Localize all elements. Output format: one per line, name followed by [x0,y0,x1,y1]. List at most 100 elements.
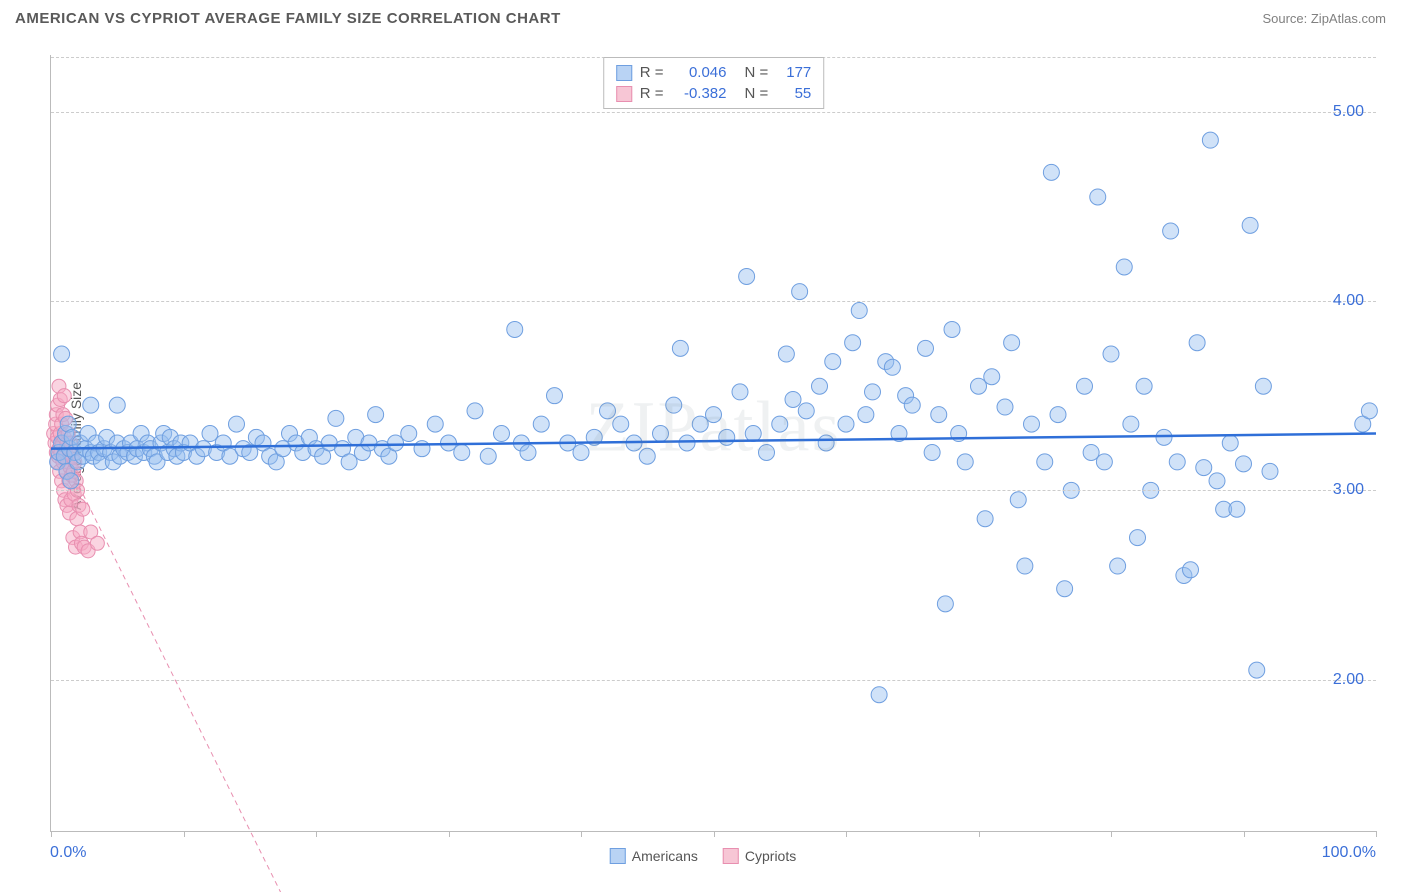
americans-point [202,426,218,442]
americans-point [1050,407,1066,423]
x-tick [1376,831,1377,837]
americans-point [1361,403,1377,419]
x-tick [184,831,185,837]
x-tick [1111,831,1112,837]
americans-point [692,416,708,432]
americans-point [1037,454,1053,470]
americans-point [1242,217,1258,233]
americans-point [732,384,748,400]
americans-point [414,441,430,457]
americans-point [1083,444,1099,460]
americans-point [871,687,887,703]
americans-point [666,397,682,413]
americans-point [679,435,695,451]
cypriots-point [57,389,71,403]
legend-item: Cypriots [723,848,796,864]
americans-point [1262,463,1278,479]
americans-point [368,407,384,423]
americans-point [937,596,953,612]
americans-point [825,354,841,370]
americans-point [1130,530,1146,546]
scatter-plot-svg [51,55,1376,831]
americans-point [1222,435,1238,451]
americans-point [904,397,920,413]
americans-point [1189,335,1205,351]
x-tick [846,831,847,837]
americans-point [812,378,828,394]
americans-point [388,435,404,451]
n-value: 177 [776,64,811,81]
americans-point [739,268,755,284]
americans-point [547,388,563,404]
x-tick [979,831,980,837]
americans-point [1123,416,1139,432]
gridline [51,301,1376,302]
americans-point [759,444,775,460]
x-tick [714,831,715,837]
x-tick [449,831,450,837]
americans-point [1183,562,1199,578]
americans-point [1116,259,1132,275]
americans-point [1255,378,1271,394]
americans-point [924,444,940,460]
gridline [51,680,1376,681]
n-label: N = [745,64,769,81]
legend-label: Americans [632,848,698,864]
americans-point [792,284,808,300]
americans-point [798,403,814,419]
x-tick [1244,831,1245,837]
y-tick-label: 4.00 [1333,292,1364,310]
americans-point [719,429,735,445]
y-tick-label: 5.00 [1333,103,1364,121]
legend-swatch [610,848,626,864]
americans-point [778,346,794,362]
americans-point [229,416,245,432]
americans-point [467,403,483,419]
americans-point [54,346,70,362]
correlation-stats-box: R =0.046N =177R =-0.382N =55 [603,57,825,109]
americans-point [341,454,357,470]
americans-point [1196,460,1212,476]
stats-row: R =-0.382N =55 [616,83,812,104]
stats-row: R =0.046N =177 [616,62,812,83]
legend-item: Americans [610,848,698,864]
x-tick [316,831,317,837]
americans-point [494,426,510,442]
americans-point [1017,558,1033,574]
americans-point [1010,492,1026,508]
chart-title: AMERICAN VS CYPRIOT AVERAGE FAMILY SIZE … [15,10,561,27]
americans-point [1229,501,1245,517]
legend-label: Cypriots [745,848,796,864]
americans-point [706,407,722,423]
americans-point [1209,473,1225,489]
n-value: 55 [776,85,811,102]
americans-point [328,410,344,426]
americans-point [785,391,801,407]
y-tick-label: 3.00 [1333,481,1364,499]
americans-point [109,397,125,413]
americans-point [851,303,867,319]
gridline [51,112,1376,113]
americans-point [1136,378,1152,394]
americans-point [83,397,99,413]
americans-point [1163,223,1179,239]
x-axis-min-label: 0.0% [50,844,86,862]
americans-point [1249,662,1265,678]
x-tick [51,831,52,837]
plot-area: ZIPatlas R =0.046N =177R =-0.382N =55 2.… [50,55,1376,832]
cypriots-point [90,536,104,550]
americans-point [1057,581,1073,597]
americans-point [480,448,496,464]
americans-point [401,426,417,442]
americans-point [1110,558,1126,574]
americans-point [745,426,761,442]
stats-swatch [616,65,632,81]
americans-point [1103,346,1119,362]
n-label: N = [745,85,769,102]
americans-point [997,399,1013,415]
americans-point [1043,164,1059,180]
americans-point [1236,456,1252,472]
americans-point [454,444,470,460]
americans-point [533,416,549,432]
americans-point [520,444,536,460]
